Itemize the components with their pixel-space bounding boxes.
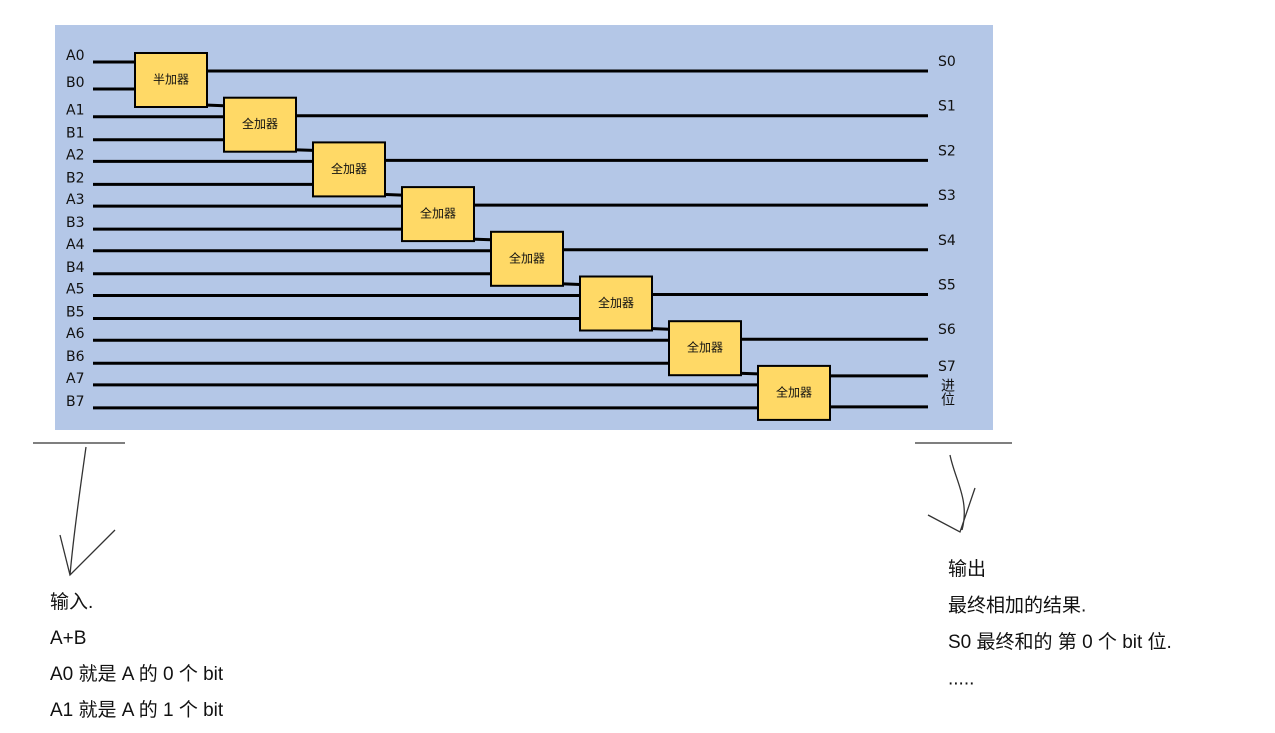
output-label: S5 — [938, 278, 956, 294]
carry-wire — [649, 327, 670, 331]
adder-label: 全加器 — [598, 295, 634, 310]
input-note: A0 就是 A 的 0 个 bit — [50, 663, 224, 685]
input-note: A+B — [50, 628, 86, 649]
carry-wire — [738, 371, 759, 376]
input-label: B3 — [66, 215, 85, 231]
arrow — [927, 454, 976, 533]
input-label: A6 — [66, 326, 85, 342]
input-label: B2 — [66, 170, 85, 186]
adder-box — [490, 230, 564, 287]
input-label: B0 — [66, 75, 85, 91]
output-note: ..... — [948, 669, 974, 690]
input-label: B7 — [66, 394, 85, 410]
adder-label: 全加器 — [420, 206, 456, 221]
input-label: A2 — [66, 147, 84, 163]
adder-label: 全加器 — [687, 340, 723, 355]
adder-box — [757, 364, 831, 421]
adder-label: 全加器 — [509, 250, 545, 265]
output-label: S0 — [938, 54, 956, 70]
input-label: A3 — [66, 192, 84, 208]
carry-wire — [560, 282, 581, 286]
adder-box — [223, 96, 297, 153]
arrow — [59, 446, 116, 577]
carry-wire — [471, 237, 492, 242]
input-label: A1 — [66, 103, 84, 119]
input-note: A1 就是 A 的 1 个 bit — [50, 699, 224, 721]
adder-label: 全加器 — [242, 116, 278, 131]
adder-label: 全加器 — [776, 384, 812, 399]
adder-label: 半加器 — [153, 73, 189, 87]
output-note: S0 最终和的 第 0 个 bit 位. — [948, 631, 1172, 653]
input-label: A5 — [66, 282, 84, 298]
adder-box — [579, 275, 653, 332]
adder-label: 全加器 — [331, 161, 367, 176]
carry-wire — [204, 103, 225, 108]
adder-box — [668, 320, 742, 377]
carry-label: 进位 — [939, 378, 955, 406]
output-note: 最终相加的结果. — [948, 595, 1086, 617]
input-note: 输入. — [50, 591, 93, 613]
input-label: A0 — [66, 48, 84, 64]
input-label: B6 — [66, 349, 85, 365]
adder-box — [312, 141, 386, 198]
input-label: B5 — [66, 305, 85, 321]
carry-wire — [293, 148, 314, 152]
output-label: S4 — [938, 233, 956, 249]
output-note: 输出 — [948, 558, 986, 580]
input-label: B4 — [66, 260, 85, 276]
output-label: S7 — [938, 359, 956, 375]
output-label: S3 — [938, 188, 956, 204]
carry-wire — [382, 192, 403, 197]
adder-box — [134, 52, 208, 108]
adder-box — [401, 186, 475, 243]
input-label: A7 — [66, 371, 84, 387]
output-label: S2 — [938, 143, 956, 159]
input-label: B1 — [66, 126, 85, 142]
output-label: S1 — [938, 99, 956, 115]
input-label: A4 — [66, 237, 85, 253]
output-label: S6 — [938, 322, 956, 338]
